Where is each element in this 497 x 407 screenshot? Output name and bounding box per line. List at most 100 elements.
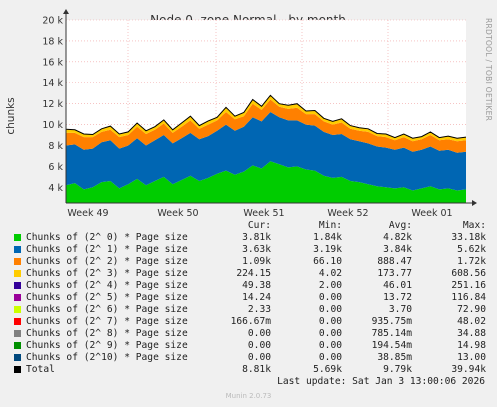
legend-name: Chunks of (2^ 0) * Page size: [26, 232, 188, 243]
legend-swatch: [14, 234, 21, 241]
legend-max: 14.98: [457, 340, 486, 351]
legend-avg: 3.84k: [383, 244, 412, 255]
legend-cur: 2.33: [247, 304, 271, 315]
legend-avg: 4.82k: [383, 232, 412, 243]
legend-min: 1.84k: [313, 232, 342, 243]
legend-cur: 8.81k: [242, 364, 271, 375]
legend-avg: 785.14m: [371, 328, 412, 339]
legend-swatch: [14, 318, 21, 325]
legend-cur: 0.00: [247, 352, 271, 363]
y-tick-label: 12 k: [42, 99, 63, 110]
area-2pow0: [66, 161, 466, 203]
legend-row: Chunks of (2^ 9) * Page size 0.00 0.00 194.…: [12, 340, 492, 352]
legend-row: Chunks of (2^ 0) * Page size 3.81k 1.84k 4.…: [12, 232, 492, 244]
legend-max: 34.88: [457, 328, 486, 339]
legend-cur: 224.15: [236, 268, 271, 279]
legend-avg: 194.54m: [371, 340, 412, 351]
legend-name: Chunks of (2^ 5) * Page size: [26, 292, 188, 303]
chart-svg: Node 0, zone Normal - by month chunks 4 …: [5, 9, 477, 216]
y-axis-label: chunks: [5, 97, 17, 134]
legend-avg: 9.79k: [383, 364, 412, 375]
legend-cur: 1.09k: [242, 256, 271, 267]
legend-avg: 888.47: [377, 256, 412, 267]
legend-row: Chunks of (2^ 2) * Page size 1.09k 66.10 88…: [12, 256, 492, 268]
legend-rows: Chunks of (2^ 0) * Page size 3.81k 1.84k 4.…: [12, 232, 492, 376]
legend-avg: 46.01: [383, 280, 412, 291]
x-tick-label: Week 50: [157, 208, 198, 216]
legend-swatch: [14, 306, 21, 313]
area-2pow2: [66, 99, 466, 153]
legend-name: Total: [26, 364, 55, 375]
legend-min: 66.10: [313, 256, 342, 267]
y-tick-label: 16 k: [42, 57, 63, 68]
plot-area: 4 k 6 k 8 k 10 k 12 k 14 k 16 k 18 k 20 k Week 49…: [42, 9, 477, 216]
header-min: Min:: [318, 220, 342, 231]
legend-min: 3.19k: [313, 244, 342, 255]
legend-row: Chunks of (2^ 6) * Page size 2.33 0.00 3.70…: [12, 304, 492, 316]
legend-header: Cur: Min: Avg: Max:: [12, 220, 492, 232]
last-update: Last update: Sat Jan 3 13:00:06 2026: [277, 376, 485, 387]
x-tick-label: Week 01: [411, 208, 452, 216]
y-axis-arrow: [63, 9, 69, 14]
legend-swatch: [14, 258, 21, 265]
legend-row: Chunks of (2^ 1) * Page size 3.63k 3.19k 3.…: [12, 244, 492, 256]
legend-avg: 173.77: [377, 268, 412, 279]
legend-min: 0.00: [318, 292, 342, 303]
legend-max: 33.18k: [451, 232, 486, 243]
legend-row: Chunks of (2^ 3) * Page size 224.15 4.02 17…: [12, 268, 492, 280]
legend-min: 0.00: [318, 304, 342, 315]
legend-cur: 49.38: [242, 280, 271, 291]
munin-version: Munin 2.0.73: [225, 392, 272, 400]
legend-max: 48.02: [457, 316, 486, 327]
legend-name: Chunks of (2^ 9) * Page size: [26, 340, 188, 351]
y-tick-label: 20 k: [42, 16, 63, 27]
legend-min: 5.69k: [313, 364, 342, 375]
header-max: Max:: [462, 220, 486, 231]
legend-row: Chunks of (2^ 4) * Page size 49.38 2.00 46.…: [12, 280, 492, 292]
x-tick-label: Week 51: [243, 208, 284, 216]
x-tick-label: Week 52: [327, 208, 368, 216]
legend-cur: 166.67m: [230, 316, 271, 327]
legend-swatch: [14, 294, 21, 301]
legend-row: Total 8.81k 5.69k 9.79k 39.94k: [12, 364, 492, 376]
legend-max: 13.00: [457, 352, 486, 363]
area-2pow3: [66, 95, 466, 142]
legend-cur: 0.00: [247, 340, 271, 351]
legend-name: Chunks of (2^ 7) * Page size: [26, 316, 188, 327]
legend-cur: 3.81k: [242, 232, 271, 243]
legend-row: Chunks of (2^10) * Page size 0.00 0.00 38.8…: [12, 352, 492, 364]
legend-swatch: [14, 342, 21, 349]
legend-avg: 13.72: [383, 292, 412, 303]
legend-swatch: [14, 246, 21, 253]
legend-min: 2.00: [318, 280, 342, 291]
legend-cur: 0.00: [247, 328, 271, 339]
x-axis-arrow: [472, 200, 477, 206]
legend-min: 0.00: [318, 340, 342, 351]
legend-name: Chunks of (2^ 8) * Page size: [26, 328, 188, 339]
legend-name: Chunks of (2^ 1) * Page size: [26, 244, 188, 255]
y-tick-label: 4 k: [48, 183, 63, 194]
legend-max: 116.84: [451, 292, 486, 303]
legend-swatch: [14, 282, 21, 289]
legend-row: Chunks of (2^ 7) * Page size 166.67m 0.00 9…: [12, 316, 492, 328]
legend-swatch: [14, 354, 21, 361]
rrdtool-credit: RRDTOOL / TOBI OETIKER: [484, 18, 493, 122]
legend-min: 0.00: [318, 352, 342, 363]
legend-max: 1.72k: [457, 256, 486, 267]
legend-name: Chunks of (2^10) * Page size: [26, 352, 188, 363]
legend-max: 5.62k: [457, 244, 486, 255]
legend-max: 39.94k: [451, 364, 486, 375]
y-tick-label: 6 k: [48, 162, 63, 173]
legend-max: 251.16: [451, 280, 486, 291]
legend-name: Chunks of (2^ 2) * Page size: [26, 256, 188, 267]
header-cur: Cur:: [247, 220, 271, 231]
header-avg: Avg:: [388, 220, 412, 231]
legend-swatch: [14, 330, 21, 337]
y-tick-label: 8 k: [48, 141, 63, 152]
legend-min: 0.00: [318, 316, 342, 327]
legend-avg: 935.75m: [371, 316, 412, 327]
legend-name: Chunks of (2^ 4) * Page size: [26, 280, 188, 291]
total-line: [65, 94, 467, 139]
legend-avg: 3.70: [388, 304, 412, 315]
legend-min: 0.00: [318, 328, 342, 339]
